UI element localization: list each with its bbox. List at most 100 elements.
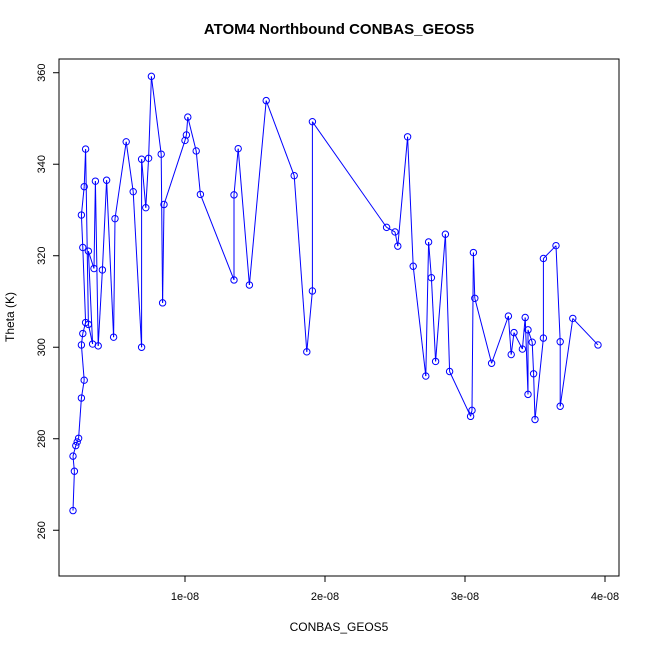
series-segment [87, 251, 94, 345]
data-point [147, 72, 156, 81]
series-segment [435, 234, 446, 362]
data-point [94, 342, 102, 350]
data-point [504, 312, 513, 320]
data-point [382, 223, 391, 232]
data-point [91, 177, 100, 185]
series-segment [125, 141, 134, 192]
data-point [569, 314, 577, 323]
series-segment [394, 231, 399, 247]
data-point [109, 333, 118, 341]
series-segment [472, 252, 476, 299]
y-tick-label: 360 [36, 64, 48, 82]
data-point [69, 506, 77, 515]
data-point [409, 262, 417, 270]
data-point [441, 230, 450, 238]
series-segment [449, 371, 472, 417]
series-segment [101, 180, 108, 270]
data-point [137, 343, 146, 351]
x-tick-label: 4e-08 [591, 591, 619, 603]
data-point [90, 264, 98, 273]
data-point [469, 248, 478, 257]
series-segment [533, 373, 536, 420]
y-tick-label: 260 [36, 521, 48, 539]
series-segment [527, 329, 533, 343]
series-segment [233, 148, 239, 195]
data-point [77, 394, 86, 402]
data-point [79, 329, 87, 338]
data-point [507, 350, 515, 359]
data-point [556, 402, 564, 410]
data-point [129, 187, 137, 196]
series-segment [425, 241, 430, 377]
series-segment [471, 252, 474, 411]
series-segment [85, 149, 89, 325]
data-point [84, 247, 93, 255]
data-point [539, 254, 548, 263]
series-segment [82, 247, 87, 323]
x-tick-label: 1e-08 [171, 591, 199, 603]
data-point [79, 243, 87, 252]
series-segment [160, 154, 164, 303]
data-point [160, 200, 168, 209]
data-point [98, 266, 107, 274]
data-point [424, 238, 433, 246]
y-tick-label: 340 [36, 155, 48, 173]
data-point [521, 313, 529, 322]
data-point [234, 144, 242, 153]
data-point [157, 150, 165, 158]
data-point [594, 341, 602, 349]
data-point [192, 147, 200, 155]
data-point [144, 154, 153, 162]
series-segment [428, 241, 432, 278]
data-point [262, 96, 270, 105]
series-segment [311, 121, 388, 228]
series-segment [80, 214, 84, 248]
data-point [510, 328, 518, 337]
data-point [77, 341, 86, 349]
plot-frame [58, 58, 620, 577]
data-point [468, 406, 476, 415]
series-segment [386, 226, 396, 233]
x-axis-label: CONBAS_GEOS5 [290, 620, 389, 634]
data-point [531, 415, 539, 424]
series-segment [162, 204, 165, 303]
series-segment [72, 456, 75, 472]
x-axis: 1e-08 2e-08 3e-08 4e-08 [171, 575, 619, 603]
data-point [445, 367, 454, 376]
series-segment [113, 218, 116, 338]
series-segment [559, 318, 574, 407]
data-point [431, 357, 440, 366]
series-segment [397, 136, 409, 247]
data-point [552, 241, 560, 250]
data-point [74, 434, 83, 442]
series-segment [80, 333, 84, 346]
series-segment [150, 76, 162, 155]
data-point [290, 171, 298, 180]
x-tick-label: 3e-08 [451, 591, 479, 603]
data-point [122, 138, 130, 146]
data-point [73, 438, 81, 446]
data-point [471, 294, 479, 302]
data-point [80, 182, 88, 191]
series-segment [572, 318, 599, 346]
data-point [394, 242, 402, 250]
series-segment [265, 100, 295, 176]
data-point [539, 334, 548, 342]
series-segment [293, 175, 308, 352]
series-segment [80, 186, 85, 216]
data-point [230, 191, 238, 199]
series-segment [163, 140, 186, 205]
series-segment [148, 76, 152, 159]
series-segment [72, 471, 75, 511]
data-point [77, 211, 86, 219]
series-segment [531, 342, 535, 374]
series-points [69, 72, 602, 515]
series-segment [491, 315, 509, 364]
data-point [524, 326, 532, 334]
data-point [303, 348, 311, 356]
series-segment [132, 191, 143, 348]
data-point [84, 320, 93, 329]
series-segment [412, 266, 427, 377]
data-point [427, 273, 436, 282]
